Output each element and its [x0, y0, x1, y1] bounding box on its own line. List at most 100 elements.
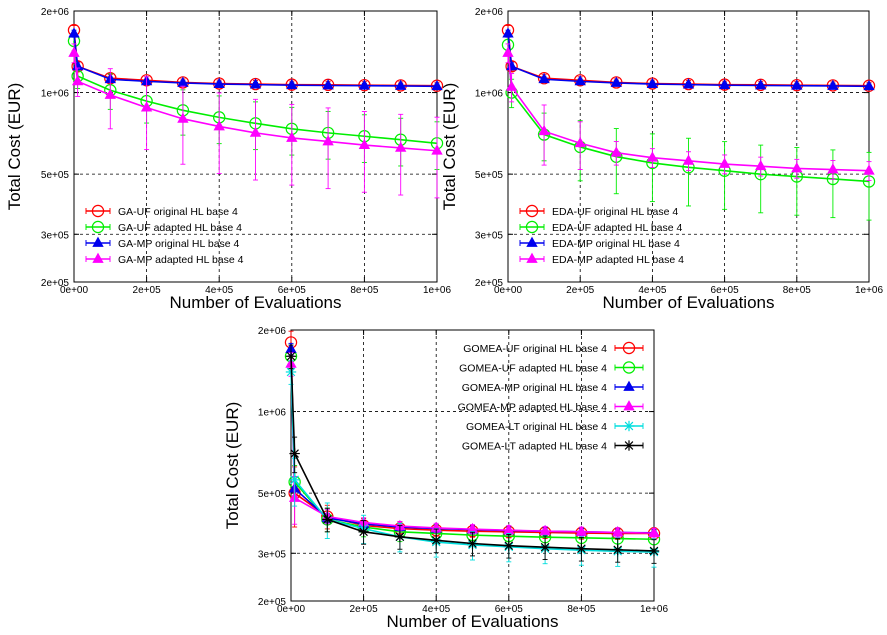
data-point: [574, 136, 586, 148]
data-point: [718, 157, 731, 168]
data-point: [502, 46, 514, 57]
series-line: [290, 371, 655, 553]
legend-marker: [622, 341, 636, 355]
legend-marker: [623, 400, 635, 411]
data-point: [285, 351, 297, 362]
data-point: [249, 78, 262, 89]
data-point: [612, 526, 624, 537]
x-tick-label: 4e+05: [638, 285, 667, 296]
series-line: [73, 30, 438, 87]
legend-label: EDA-UF adapted HL base 4: [552, 222, 683, 234]
x-tick-label: 8e+05: [350, 285, 379, 296]
legend-marker: [526, 252, 538, 263]
x-tick-label: 2e+05: [350, 604, 379, 615]
x-tick-label: 6e+05: [711, 285, 740, 296]
data-point: [177, 112, 189, 123]
y-tick-label: 2e+05: [475, 278, 504, 289]
legend-label: GA-MP original HL base 4: [118, 238, 240, 250]
data-point: [395, 141, 407, 152]
data-point: [574, 75, 586, 86]
legend-marker: [91, 220, 105, 234]
y-tick-label: 2e+06: [258, 326, 287, 337]
data-point: [68, 46, 80, 57]
x-tick-label: 2e+05: [566, 285, 595, 296]
data-point: [322, 79, 334, 90]
data-point: [213, 77, 225, 88]
data-point: [140, 101, 153, 112]
y-tick-label: 1e+06: [475, 89, 504, 100]
legend-label: GA-MP adapted HL base 4: [118, 254, 244, 266]
legend-ga: GA-UF original HL base 4 GA-UF adapted HL…: [85, 204, 244, 266]
data-point: [576, 543, 587, 554]
y-tick-label: 3e+05: [41, 230, 70, 241]
legend-marker: [92, 236, 104, 247]
data-point: [286, 78, 298, 90]
y-tick-label: 2e+06: [41, 7, 70, 18]
y-tick-label: 2e+06: [475, 7, 504, 18]
legend-label: GOMEA-LT adapted HL base 4: [462, 441, 607, 453]
data-point: [503, 540, 514, 551]
x-tick-label: 0e+00: [277, 604, 306, 615]
data-point: [537, 71, 551, 85]
x-tick-label: 1e+06: [855, 285, 884, 296]
legend-label: GOMEA-UF original HL base 4: [463, 343, 607, 355]
y-tick-label: 5e+05: [41, 170, 70, 181]
data-point: [648, 526, 660, 538]
series-line: [507, 33, 870, 88]
data-point: [394, 531, 406, 543]
x-tick-label: 0e+00: [60, 285, 89, 296]
legend-gomea: GOMEA-UF original HL base 4 GOMEA-UF adap…: [458, 341, 644, 453]
data-point: [646, 151, 659, 162]
data-point: [612, 544, 623, 556]
data-point: [863, 79, 875, 91]
x-axis-title: Number of Evaluations: [603, 293, 775, 312]
series-eda-3: [502, 43, 875, 181]
data-point: [648, 545, 660, 557]
data-point: [502, 27, 514, 38]
data-point: [646, 77, 659, 88]
legend-label: EDA-MP original HL base 4: [552, 238, 680, 250]
legend-label: GOMEA-MP original HL base 4: [462, 382, 607, 394]
series-ga-3: [68, 43, 443, 199]
legend-label: GA-UF adapted HL base 4: [118, 222, 242, 234]
x-axis-title: Number of Evaluations: [387, 612, 559, 631]
y-axis-title: Total Cost (EUR): [5, 83, 24, 211]
x-tick-label: 6e+05: [495, 604, 524, 615]
y-tick-label: 3e+05: [258, 549, 287, 560]
series-gomea-5: [285, 344, 660, 564]
series-line: [73, 52, 438, 152]
chart-ga: 0e+00 2e+05 4e+05 6e+05 8e+05 1e+062e+053e+05…: [5, 7, 451, 312]
legend-marker: [623, 440, 635, 451]
data-point: [539, 541, 551, 553]
data-point: [791, 162, 803, 173]
data-point: [538, 72, 550, 84]
data-point: [827, 163, 839, 174]
chart-gomea: 0e+00 2e+05 4e+05 6e+05 8e+05 1e+062e+053e+05…: [223, 326, 668, 631]
series-line: [73, 33, 438, 88]
data-point: [358, 138, 371, 150]
x-tick-label: 2e+05: [133, 285, 162, 296]
x-tick-label: 8e+05: [567, 604, 596, 615]
x-tick-label: 1e+06: [640, 604, 669, 615]
data-point: [395, 79, 407, 90]
data-point: [213, 120, 225, 131]
data-point: [505, 80, 518, 91]
series-line: [507, 30, 870, 87]
y-tick-label: 5e+05: [258, 489, 287, 500]
data-point: [575, 525, 588, 536]
data-point: [718, 78, 731, 90]
y-tick-label: 1e+06: [41, 89, 70, 100]
legend-label: EDA-UF original HL base 4: [552, 206, 678, 218]
data-point: [755, 159, 767, 171]
data-point: [286, 131, 298, 142]
y-tick-label: 1e+06: [258, 408, 287, 419]
legend-marker: [92, 252, 104, 263]
data-point: [431, 144, 443, 155]
plot-frame: [507, 10, 870, 283]
legend-eda: EDA-UF original HL base 4 EDA-UF adapted …: [519, 204, 684, 266]
data-point: [358, 526, 369, 538]
data-point: [791, 79, 803, 90]
data-point: [104, 88, 116, 99]
series-ga-2: [68, 27, 443, 91]
